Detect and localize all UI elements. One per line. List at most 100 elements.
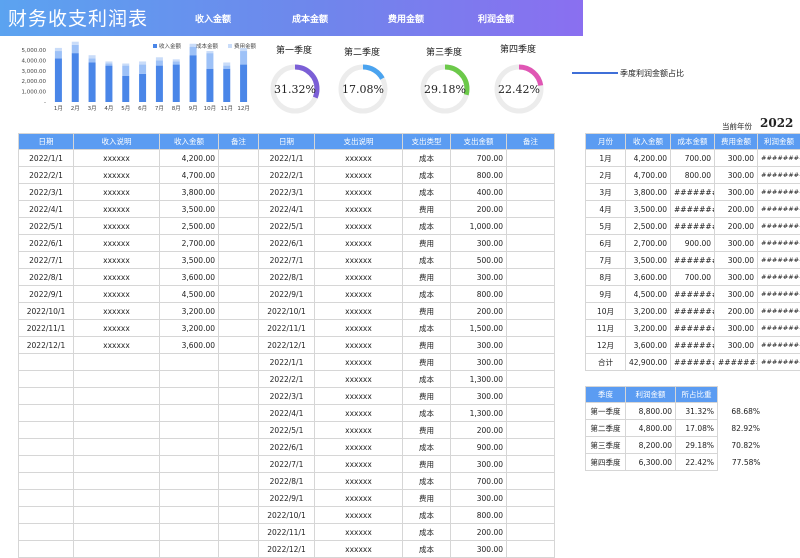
table-cell[interactable]: 2022/10/1 [259, 507, 315, 524]
table-cell[interactable]: 3,200.00 [160, 320, 219, 337]
table-cell[interactable]: xxxxxx [315, 354, 403, 371]
table-cell[interactable]: 2022/6/1 [19, 235, 74, 252]
table-cell[interactable]: 2022/2/1 [259, 167, 315, 184]
table-cell[interactable]: 4,800.00 [626, 420, 676, 437]
table-cell[interactable] [507, 524, 555, 541]
table-cell[interactable]: 费用 [403, 303, 451, 320]
table-cell[interactable] [507, 388, 555, 405]
table-cell[interactable]: 4,700.00 [160, 167, 219, 184]
table-cell[interactable]: 800.00 [671, 167, 715, 184]
table-cell[interactable]: 300.00 [715, 269, 758, 286]
table-cell[interactable]: xxxxxx [74, 184, 160, 201]
table-cell[interactable]: 2022/9/1 [259, 286, 315, 303]
table-cell[interactable]: 2022/7/1 [259, 456, 315, 473]
table-cell[interactable] [507, 252, 555, 269]
table-cell[interactable] [19, 507, 74, 524]
table-cell[interactable]: xxxxxx [74, 320, 160, 337]
table-cell[interactable]: 4,700.00 [626, 167, 671, 184]
table-cell[interactable]: xxxxxx [315, 286, 403, 303]
table-cell[interactable]: 300.00 [451, 388, 507, 405]
table-cell[interactable]: 200.00 [715, 303, 758, 320]
table-cell[interactable] [160, 490, 219, 507]
table-cell[interactable]: 22.42% [676, 454, 718, 471]
table-cell[interactable]: xxxxxx [315, 473, 403, 490]
table-cell[interactable]: 2022/11/1 [259, 524, 315, 541]
table-cell[interactable]: 200.00 [451, 201, 507, 218]
table-cell[interactable]: 费用 [403, 490, 451, 507]
table-cell[interactable]: 成本 [403, 320, 451, 337]
table-cell[interactable]: ######### [758, 337, 800, 354]
table-cell[interactable] [507, 218, 555, 235]
table-cell[interactable]: ######### [671, 218, 715, 235]
table-cell[interactable] [219, 456, 259, 473]
table-cell[interactable]: xxxxxx [315, 150, 403, 167]
table-cell[interactable] [507, 456, 555, 473]
table-cell[interactable]: 200.00 [451, 303, 507, 320]
table-cell[interactable] [219, 490, 259, 507]
table-cell[interactable] [507, 286, 555, 303]
table-cell[interactable]: 12月 [586, 337, 626, 354]
table-cell[interactable]: 费用 [403, 388, 451, 405]
table-cell[interactable]: 第一季度 [586, 403, 626, 420]
table-cell[interactable]: xxxxxx [74, 286, 160, 303]
table-cell[interactable]: xxxxxx [74, 269, 160, 286]
table-cell[interactable]: 3,200.00 [160, 303, 219, 320]
table-cell[interactable] [507, 235, 555, 252]
table-cell[interactable]: 2022/6/1 [259, 235, 315, 252]
table-cell[interactable]: 2022/1/1 [259, 354, 315, 371]
table-cell[interactable]: 11月 [586, 320, 626, 337]
table-cell[interactable]: xxxxxx [74, 235, 160, 252]
table-cell[interactable]: xxxxxx [74, 303, 160, 320]
table-cell[interactable] [74, 354, 160, 371]
table-cell[interactable] [19, 354, 74, 371]
table-cell[interactable]: 6,300.00 [626, 454, 676, 471]
table-cell[interactable]: ######### [758, 354, 800, 371]
table-cell[interactable]: xxxxxx [315, 320, 403, 337]
table-cell[interactable] [160, 354, 219, 371]
table-cell[interactable]: 2,700.00 [626, 235, 671, 252]
table-cell[interactable]: xxxxxx [74, 167, 160, 184]
table-cell[interactable]: 300.00 [451, 354, 507, 371]
table-cell[interactable]: 2,500.00 [160, 218, 219, 235]
table-cell[interactable]: 29.18% [676, 437, 718, 454]
table-cell[interactable]: 2022/7/1 [259, 252, 315, 269]
table-cell[interactable]: ######### [758, 303, 800, 320]
table-cell[interactable]: 70.82% [718, 437, 764, 454]
table-cell[interactable]: ######### [758, 235, 800, 252]
table-cell[interactable]: 700.00 [671, 269, 715, 286]
table-cell[interactable]: xxxxxx [74, 337, 160, 354]
table-cell[interactable]: 成本 [403, 524, 451, 541]
table-cell[interactable] [507, 507, 555, 524]
table-cell[interactable]: ######### [758, 201, 800, 218]
table-cell[interactable]: xxxxxx [315, 456, 403, 473]
table-cell[interactable]: 2022/4/1 [259, 405, 315, 422]
table-cell[interactable]: ######### [758, 252, 800, 269]
table-cell[interactable]: 300.00 [451, 235, 507, 252]
table-cell[interactable]: 82.92% [718, 420, 764, 437]
table-cell[interactable]: 900.00 [671, 235, 715, 252]
table-cell[interactable]: 2022/2/1 [259, 371, 315, 388]
table-cell[interactable]: 1,000.00 [451, 218, 507, 235]
table-cell[interactable]: xxxxxx [315, 541, 403, 558]
table-cell[interactable]: ######### [671, 184, 715, 201]
table-cell[interactable] [160, 439, 219, 456]
table-cell[interactable] [219, 405, 259, 422]
table-cell[interactable]: 费用 [403, 269, 451, 286]
table-cell[interactable]: 成本 [403, 371, 451, 388]
table-cell[interactable] [507, 303, 555, 320]
table-cell[interactable]: 费用 [403, 201, 451, 218]
table-cell[interactable]: 3,500.00 [626, 252, 671, 269]
table-cell[interactable]: 2022/1/1 [259, 150, 315, 167]
table-cell[interactable]: 200.00 [715, 218, 758, 235]
table-cell[interactable]: 300.00 [451, 456, 507, 473]
table-cell[interactable]: 2022/10/1 [19, 303, 74, 320]
table-cell[interactable]: xxxxxx [315, 303, 403, 320]
table-cell[interactable]: 2022/8/1 [19, 269, 74, 286]
table-cell[interactable]: 300.00 [715, 167, 758, 184]
table-cell[interactable] [160, 422, 219, 439]
table-cell[interactable]: 2月 [586, 167, 626, 184]
table-cell[interactable] [507, 490, 555, 507]
table-cell[interactable]: 3,500.00 [160, 252, 219, 269]
table-cell[interactable]: 300.00 [451, 269, 507, 286]
table-cell[interactable]: ######### [715, 354, 758, 371]
